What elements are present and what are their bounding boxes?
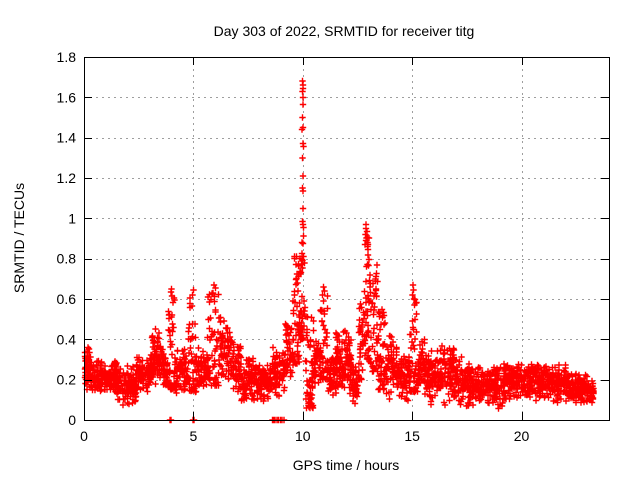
data-points <box>81 77 597 424</box>
x-tick-label: 15 <box>404 428 420 444</box>
tick-label-layer: 0 5 10 15 20 0 0.2 0.4 0.6 0.8 1 1.2 1.4 1.6 1.8 <box>57 49 530 444</box>
plot-border <box>84 57 610 421</box>
y-tick-label: 0.8 <box>57 251 77 267</box>
y-tick-label: 1 <box>68 210 76 226</box>
x-tick-label: 20 <box>514 428 530 444</box>
y-tick-label: 0.2 <box>57 372 77 388</box>
chart-title: Day 303 of 2022, SRMTID for receiver tit… <box>214 23 475 39</box>
data-layer <box>81 77 597 424</box>
y-tick-label: 0.4 <box>57 331 77 347</box>
x-tick-label: 0 <box>80 428 88 444</box>
y-axis-label: SRMTID / TECUs <box>11 183 27 293</box>
x-tick-label: 5 <box>189 428 197 444</box>
y-tick-label: 1.6 <box>57 89 77 105</box>
x-axis-label: GPS time / hours <box>293 457 400 473</box>
axis-layer <box>84 57 610 421</box>
y-tick-label: 1.8 <box>57 49 77 65</box>
y-tick-label: 0 <box>68 412 76 428</box>
y-tick-label: 0.6 <box>57 291 77 307</box>
y-tick-label: 1.2 <box>57 170 77 186</box>
y-tick-label: 1.4 <box>57 130 77 146</box>
x-tick-label: 10 <box>295 428 311 444</box>
tick-marks <box>84 57 609 421</box>
